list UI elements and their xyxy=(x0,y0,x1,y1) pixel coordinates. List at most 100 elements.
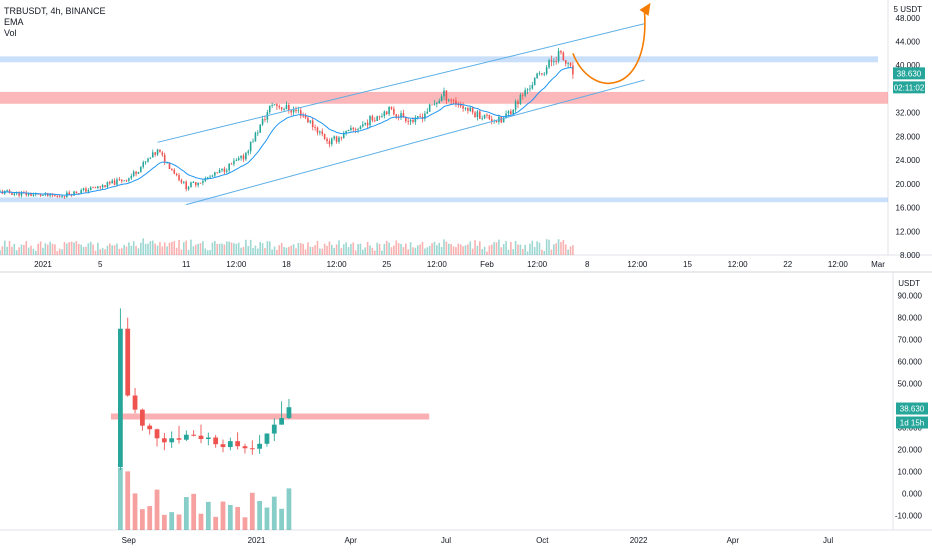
price-tick-label: 48.000 xyxy=(896,14,921,23)
time-tick-label: 15 xyxy=(683,260,692,269)
top-legend: TRBUSDT, 4h, BINANCE EMA Vol xyxy=(4,6,106,39)
top-volume-bar xyxy=(533,247,536,255)
top-candle-body xyxy=(175,173,178,176)
top-candle-body xyxy=(109,182,111,184)
bottom-volume-bar xyxy=(286,488,292,530)
top-candle-body xyxy=(335,136,338,142)
top-volume-bar xyxy=(316,241,319,255)
top-volume-bar xyxy=(505,241,507,255)
top-volume-bar xyxy=(199,243,202,255)
bottom-price-tick-label: 0.000 xyxy=(902,490,923,499)
top-volume-bar xyxy=(462,246,464,255)
top-time-axis[interactable]: 2021 5 11 12:00 18 12:00 25 12:00 Feb 12:00 8 12:00… xyxy=(34,260,885,269)
top-volume-bar xyxy=(1,246,4,255)
top-candle-body xyxy=(560,50,562,53)
top-volume-bar xyxy=(237,242,240,255)
top-volume-bar xyxy=(538,242,541,255)
top-volume-bar xyxy=(175,247,178,255)
top-volume-bar xyxy=(63,242,66,255)
top-volume-bar xyxy=(202,241,204,255)
top-volume-bar xyxy=(335,244,338,255)
top-candle-body xyxy=(557,50,560,62)
top-candle-body xyxy=(214,172,216,176)
top-candle-body xyxy=(419,116,421,117)
top-candle-body xyxy=(144,161,147,163)
top-candle-body xyxy=(252,141,254,143)
top-volume-bar xyxy=(412,247,414,255)
bottom-volume-bar xyxy=(132,493,138,530)
top-volume-bar xyxy=(140,242,142,255)
top-volume-bar xyxy=(447,243,450,255)
top-candle-body xyxy=(333,136,335,139)
top-volume-bar xyxy=(135,246,137,255)
top-candle-body xyxy=(326,138,328,142)
top-volume-bar xyxy=(228,241,230,255)
top-volume-bar xyxy=(457,243,460,255)
top-candle-body xyxy=(299,110,302,116)
bottom-volume-bar xyxy=(125,471,131,530)
top-volume-bar xyxy=(27,247,30,255)
top-candle-body xyxy=(319,131,321,133)
top-candle-body xyxy=(531,85,534,89)
top-volume-bar xyxy=(495,242,498,255)
top-candle-body xyxy=(426,111,429,114)
top-candle-body xyxy=(402,113,405,118)
top-volume-bar xyxy=(180,249,183,255)
top-candle-body xyxy=(316,127,319,133)
bottom-volume-bar xyxy=(198,513,204,530)
top-volume-bar xyxy=(553,244,555,255)
top-volume-bar xyxy=(92,244,94,255)
top-candle-body xyxy=(342,133,345,139)
vol-indicator-label[interactable]: Vol xyxy=(4,28,17,38)
top-volume-bar xyxy=(443,239,445,255)
top-candle-body xyxy=(507,111,510,114)
price-tick-label: 40.000 xyxy=(896,61,921,70)
top-volume-bar xyxy=(13,243,16,255)
top-candle-body xyxy=(309,120,312,123)
top-volume-bar xyxy=(156,245,159,255)
top-volume-bar xyxy=(144,243,147,255)
top-candle-body xyxy=(99,186,102,188)
top-volume-bar xyxy=(51,243,54,255)
top-candle-body xyxy=(75,191,78,194)
bottom-volume-bar xyxy=(220,501,226,530)
top-volume-bar xyxy=(366,241,369,255)
bottom-candle-body xyxy=(147,425,153,430)
top-price-axis[interactable]: 5 USDT48.00044.00040.00036.00032.00028.0… xyxy=(893,5,925,260)
top-volume-bar xyxy=(206,250,209,255)
top-candle-body xyxy=(371,116,374,121)
top-volume-bar xyxy=(572,245,574,255)
countdown-tag xyxy=(893,81,925,94)
bottom-price-axis[interactable]: USDT90.00080.00070.00060.00050.00040.000… xyxy=(895,279,928,521)
top-candle-body xyxy=(338,137,340,142)
top-candle-body xyxy=(533,78,536,86)
top-volume-bar xyxy=(352,242,355,255)
top-candle-body xyxy=(123,180,125,182)
top-candle-body xyxy=(159,149,161,153)
top-candle-body xyxy=(297,110,300,112)
ema-indicator-label[interactable]: EMA xyxy=(4,17,24,27)
bottom-candle-body xyxy=(125,328,131,396)
bottom-time-tick-label: Oct xyxy=(536,536,549,545)
top-candle-body xyxy=(237,158,240,160)
top-volume-bar xyxy=(15,250,18,255)
top-candle-body xyxy=(180,180,183,183)
time-tick-label: 12:00 xyxy=(427,260,448,269)
top-volume-bar xyxy=(521,248,524,255)
symbol-title[interactable]: TRBUSDT, 4h, BINANCE xyxy=(4,6,106,16)
bottom-time-axis[interactable]: Sep 2021 Apr Jul Oct 2022 Apr Jul xyxy=(122,536,834,545)
top-volume-bar xyxy=(340,248,343,255)
top-candle-body xyxy=(89,187,92,191)
top-volume-bar xyxy=(118,248,121,255)
top-candle-body xyxy=(502,117,505,123)
top-volume-bar xyxy=(132,241,135,255)
top-candle-body xyxy=(452,100,455,102)
top-volume-bar xyxy=(309,246,312,255)
top-candle-body xyxy=(149,157,152,159)
top-ema-line xyxy=(0,66,574,196)
top-candle-body xyxy=(440,96,443,101)
top-volume-bar xyxy=(147,243,149,255)
top-volume-bar xyxy=(216,243,219,255)
top-volume-bar xyxy=(342,244,345,255)
